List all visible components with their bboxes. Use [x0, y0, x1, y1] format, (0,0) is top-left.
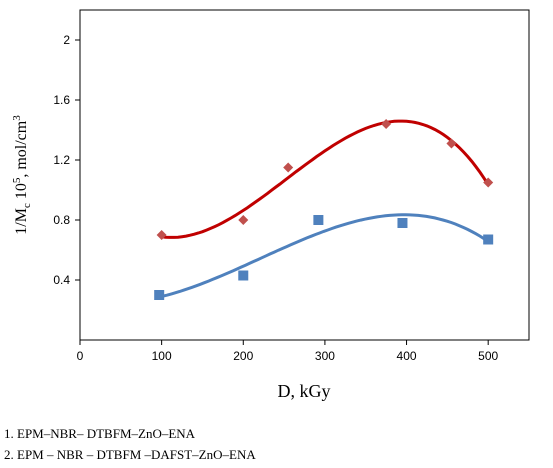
y-ticks: 0.4 0.8 1.2 1.6 2 — [53, 33, 80, 287]
y-tick-label: 1.6 — [53, 93, 70, 107]
y-tick-label: 0.4 — [53, 273, 70, 287]
series-2-point — [238, 270, 249, 281]
series-1-point — [238, 215, 249, 225]
x-tick-label: 400 — [397, 349, 417, 363]
x-ticks: 0 100 200 300 400 500 — [77, 340, 499, 363]
series-1-point — [156, 230, 167, 240]
y-tick-label: 2 — [63, 33, 70, 47]
y-axis-title-unit: , mol/cm — [13, 120, 30, 177]
y-axis-title-prefix: 1/M — [13, 208, 30, 235]
plot-area — [79, 9, 530, 341]
legend-entry-2: 2. EPM – NBR – DTBFM –DAFST–ZnO–ENA — [4, 447, 256, 462]
y-tick-label: 0.8 — [53, 213, 70, 227]
series-1-point — [283, 162, 294, 173]
y-tick-label: 1.2 — [53, 153, 70, 167]
data-points — [154, 119, 494, 300]
chart: 0 100 200 300 400 500 0.4 0.8 1.2 1.6 2 D, kGy 1/… — [11, 9, 530, 401]
fit-curves — [158, 119, 490, 299]
x-tick-label: 500 — [478, 349, 498, 363]
series-1-point — [483, 177, 494, 188]
y-axis-title-sup: 5 — [11, 177, 23, 183]
series-1-point — [446, 138, 457, 149]
x-tick-label: 300 — [315, 349, 335, 363]
series-1-fit-line — [161, 119, 490, 239]
series-2-point — [154, 290, 165, 300]
y-axis-title-mid: 10 — [13, 183, 30, 203]
y-axis-title-sub: c — [21, 203, 33, 208]
y-axis-title-unit-sup: 3 — [11, 115, 23, 121]
series-1-point — [381, 119, 392, 129]
series-2-fit-line — [158, 213, 490, 299]
series-2-point — [483, 234, 494, 245]
y-axis-title: 1/Mc 105, mol/cm3 — [11, 115, 33, 235]
series-2-point — [397, 218, 408, 228]
legend-entry-1: 1. EPM–NBR– DTBFM–ZnO–ENA — [4, 426, 196, 441]
x-tick-label: 200 — [233, 349, 253, 363]
series-2-point — [313, 215, 324, 225]
x-axis-title: D, kGy — [278, 381, 331, 401]
x-tick-label: 100 — [152, 349, 172, 363]
x-tick-label: 0 — [77, 349, 84, 363]
